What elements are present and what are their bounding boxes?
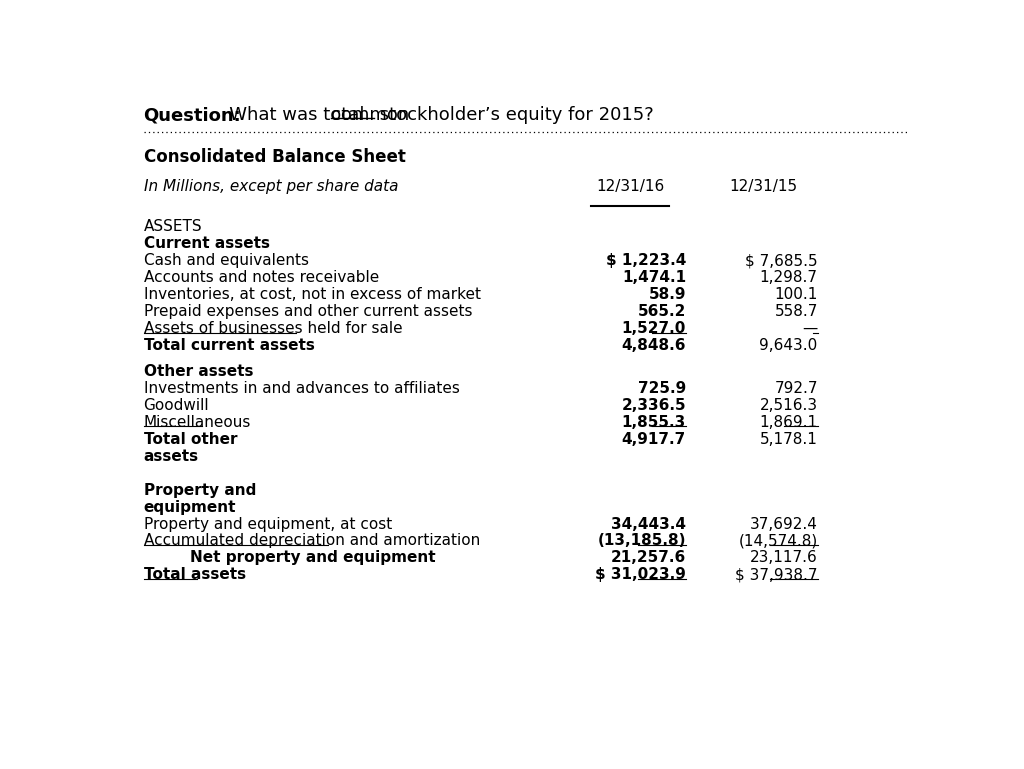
Text: 100.1: 100.1 xyxy=(774,287,818,302)
Text: 37,692.4: 37,692.4 xyxy=(750,517,818,531)
Text: $ 37,938.7: $ 37,938.7 xyxy=(735,568,818,582)
Text: Consolidated Balance Sheet: Consolidated Balance Sheet xyxy=(143,148,406,166)
Text: 792.7: 792.7 xyxy=(774,381,818,396)
Text: 565.2: 565.2 xyxy=(638,304,686,319)
Text: $ 7,685.5: $ 7,685.5 xyxy=(745,253,818,268)
Text: Net property and equipment: Net property and equipment xyxy=(190,551,435,565)
Text: Total assets: Total assets xyxy=(143,568,246,582)
Text: Prepaid expenses and other current assets: Prepaid expenses and other current asset… xyxy=(143,304,472,319)
Text: common: common xyxy=(331,106,410,124)
Text: 58.9: 58.9 xyxy=(648,287,686,302)
Text: Total current assets: Total current assets xyxy=(143,338,314,353)
Text: ASSETS: ASSETS xyxy=(143,219,202,235)
Text: 1,855.3: 1,855.3 xyxy=(622,415,686,430)
Text: 1,527.0: 1,527.0 xyxy=(622,321,686,336)
Text: 1,474.1: 1,474.1 xyxy=(622,270,686,285)
Text: Accumulated depreciation and amortization: Accumulated depreciation and amortizatio… xyxy=(143,534,480,548)
Text: Assets of businesses held for sale: Assets of businesses held for sale xyxy=(143,321,402,336)
Text: In Millions, except per share data: In Millions, except per share data xyxy=(143,178,398,194)
Text: 1,298.7: 1,298.7 xyxy=(760,270,818,285)
Text: Question:: Question: xyxy=(143,106,242,124)
Text: Miscellaneous: Miscellaneous xyxy=(143,415,251,430)
Text: assets: assets xyxy=(143,449,199,464)
Text: $ 31,023.9: $ 31,023.9 xyxy=(595,568,686,582)
Text: 2,336.5: 2,336.5 xyxy=(622,398,686,413)
Text: What was total: What was total xyxy=(212,106,370,124)
Text: 5,178.1: 5,178.1 xyxy=(760,432,818,447)
Text: 558.7: 558.7 xyxy=(774,304,818,319)
Text: 12/31/16: 12/31/16 xyxy=(596,178,665,194)
Text: Other assets: Other assets xyxy=(143,364,253,379)
Text: stockholder’s equity for 2015?: stockholder’s equity for 2015? xyxy=(375,106,654,124)
Text: 12/31/15: 12/31/15 xyxy=(729,178,798,194)
Text: 23,117.6: 23,117.6 xyxy=(750,551,818,565)
Text: 4,848.6: 4,848.6 xyxy=(622,338,686,353)
Text: Goodwill: Goodwill xyxy=(143,398,209,413)
Text: 34,443.4: 34,443.4 xyxy=(611,517,686,531)
Text: $ 1,223.4: $ 1,223.4 xyxy=(605,253,686,268)
Text: (13,185.8): (13,185.8) xyxy=(597,534,686,548)
Text: (14,574.8): (14,574.8) xyxy=(738,534,818,548)
Text: equipment: equipment xyxy=(143,500,236,514)
Text: 4,917.7: 4,917.7 xyxy=(622,432,686,447)
Text: Cash and equivalents: Cash and equivalents xyxy=(143,253,308,268)
Text: 1,869.1: 1,869.1 xyxy=(760,415,818,430)
Text: Property and: Property and xyxy=(143,483,256,498)
Text: Property and equipment, at cost: Property and equipment, at cost xyxy=(143,517,392,531)
Text: Investments in and advances to affiliates: Investments in and advances to affiliate… xyxy=(143,381,460,396)
Text: 21,257.6: 21,257.6 xyxy=(610,551,686,565)
Text: Total other: Total other xyxy=(143,432,237,447)
Text: Inventories, at cost, not in excess of market: Inventories, at cost, not in excess of m… xyxy=(143,287,480,302)
Text: 2,516.3: 2,516.3 xyxy=(760,398,818,413)
Text: 725.9: 725.9 xyxy=(638,381,686,396)
Text: Current assets: Current assets xyxy=(143,236,269,251)
Text: Accounts and notes receivable: Accounts and notes receivable xyxy=(143,270,379,285)
Text: —: — xyxy=(803,321,818,336)
Text: 9,643.0: 9,643.0 xyxy=(760,338,818,353)
